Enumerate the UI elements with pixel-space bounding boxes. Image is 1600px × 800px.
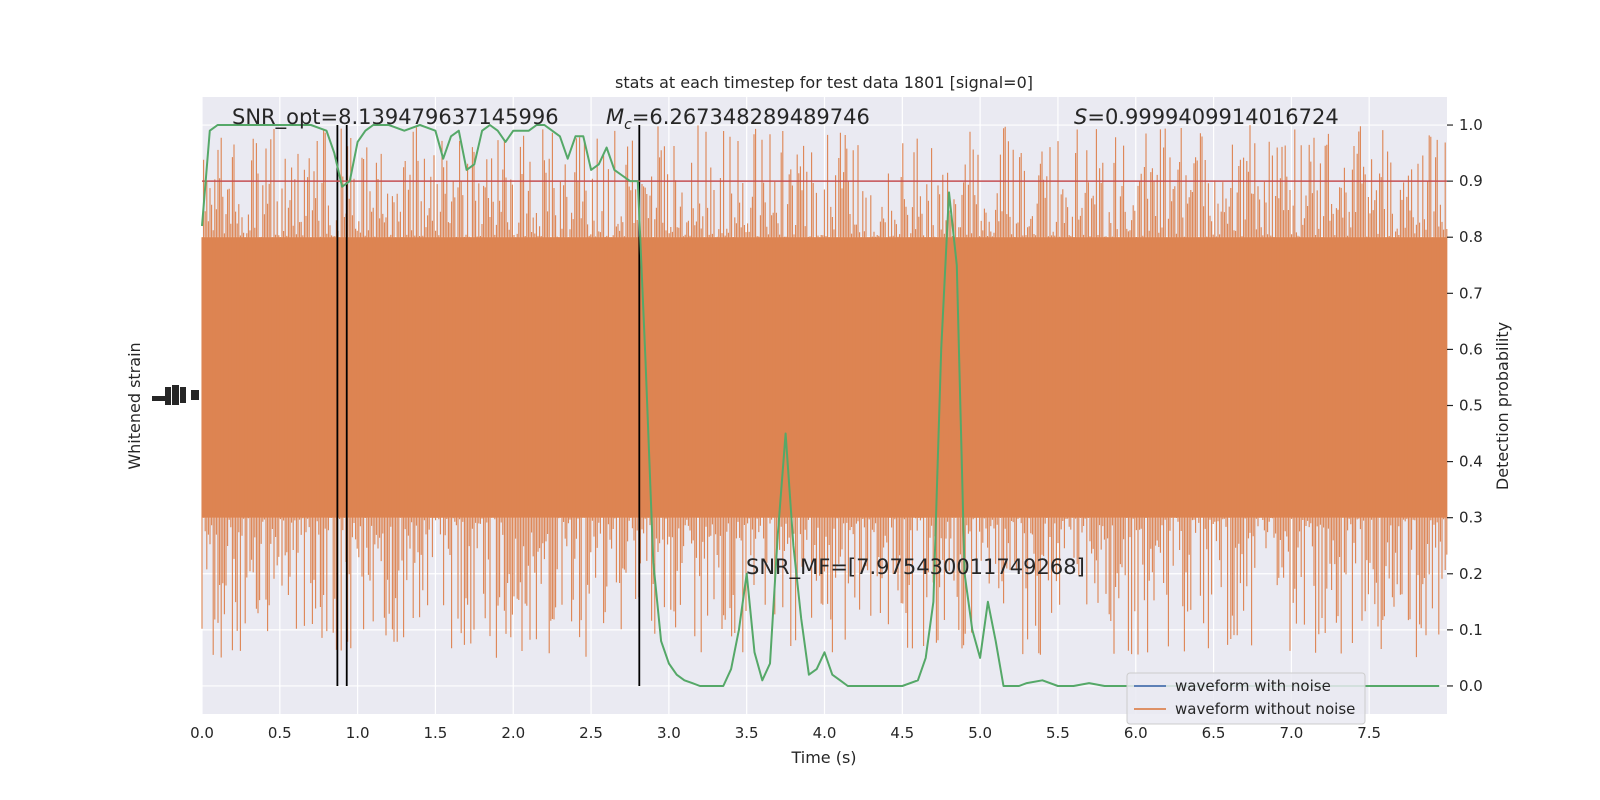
x-axis-label: Time (s) — [790, 748, 856, 767]
x-tick-label: 2.5 — [579, 724, 603, 742]
right-tick-label: 0.4 — [1459, 453, 1483, 471]
right-tick-label: 0.0 — [1459, 677, 1483, 695]
detection-probability-series — [201, 124, 1440, 687]
s-annotation: S=0.9999409914016724 — [1074, 105, 1339, 129]
x-tick-label: 7.5 — [1357, 724, 1381, 742]
right-tick-label: 0.1 — [1459, 621, 1483, 639]
x-tick-label: 0.0 — [190, 724, 214, 742]
x-tick-label: 2.0 — [501, 724, 525, 742]
legend-label-with-noise: waveform with noise — [1175, 677, 1331, 695]
s-value: =0.9999409914016724 — [1087, 105, 1338, 129]
x-tick-label: 1.5 — [424, 724, 448, 742]
right-tick-label: 0.2 — [1459, 565, 1483, 583]
right-tick-label: 0.5 — [1459, 397, 1483, 415]
x-tick-label: 5.5 — [1046, 724, 1070, 742]
x-tick-label: 4.5 — [890, 724, 914, 742]
snr-opt-annotation: SNR_opt=8.139479637145996 — [232, 105, 559, 130]
right-tick-label: 0.3 — [1459, 509, 1483, 527]
mc-value: =6.267348289489746 — [632, 105, 870, 129]
legend-box — [1126, 672, 1366, 725]
x-tick-label: 1.0 — [346, 724, 370, 742]
x-axis-ticks: 0.0 0.5 1.0 1.5 2.0 2.5 3.0 3.5 4.0 4.5 5.0 5.5 6.0 6… — [190, 724, 1381, 742]
snr-mf-annotation: SNR_MF=[7.975430011749268] — [746, 555, 1085, 580]
legend-label-without-noise: waveform without noise — [1175, 700, 1355, 718]
probability-line — [201, 124, 1440, 687]
waveform-band — [201, 125, 1448, 658]
right-tick-label: 1.0 — [1459, 116, 1483, 134]
right-axis-label: Detection probability — [1493, 322, 1512, 490]
x-tick-label: 3.5 — [735, 724, 759, 742]
x-tick-label: 6.5 — [1202, 724, 1226, 742]
s-symbol: S — [1074, 105, 1087, 129]
x-tick-label: 3.0 — [657, 724, 681, 742]
x-tick-label: 6.0 — [1124, 724, 1148, 742]
mc-subscript: c — [624, 117, 632, 133]
right-tick-label: 0.8 — [1459, 228, 1483, 246]
x-tick-label: 7.0 — [1279, 724, 1303, 742]
chirp-mass-annotation: Mc=6.267348289489746 — [606, 105, 870, 133]
legend: waveform with noise waveform without noi… — [1126, 672, 1366, 725]
waveform-spikes — [201, 125, 1448, 658]
x-tick-label: 0.5 — [268, 724, 292, 742]
right-tick-label: 0.9 — [1459, 172, 1483, 190]
mc-symbol: M — [606, 105, 624, 129]
right-tick-label: 0.6 — [1459, 340, 1483, 358]
chart-title: stats at each timestep for test data 180… — [615, 73, 1033, 92]
left-axis-label: Whitened strain — [125, 342, 144, 469]
right-axis-ticks: 0.0 0.1 0.2 0.3 0.4 0.5 0.6 0.7 0.8 0.9 1.0 — [1447, 116, 1483, 695]
x-tick-label: 4.0 — [813, 724, 837, 742]
left-axis-squashed-ticks — [152, 385, 199, 405]
x-tick-label: 5.0 — [968, 724, 992, 742]
right-tick-label: 0.7 — [1459, 284, 1483, 302]
